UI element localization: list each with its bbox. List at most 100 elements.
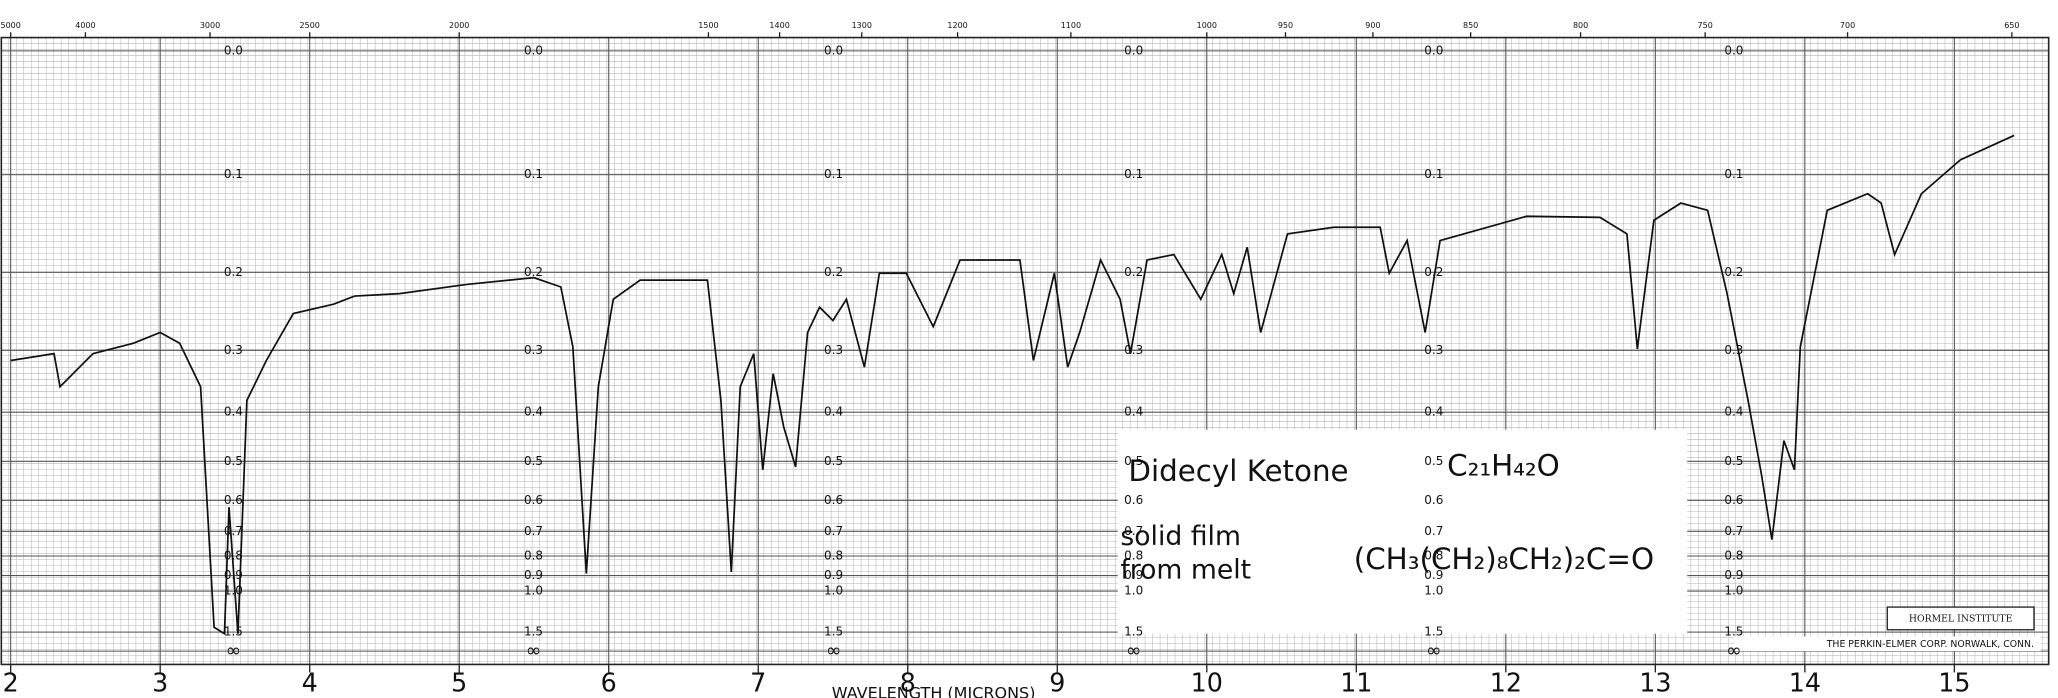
x-tick-label: 3 [152, 667, 168, 697]
y-tick-label: 0.2 [1724, 265, 1743, 279]
y-tick-label: 1.5 [224, 625, 243, 639]
y-tick-label: 0.1 [824, 167, 843, 181]
y-tick-label: 0.0 [824, 43, 843, 57]
y-tick-label: 0.1 [1724, 167, 1743, 181]
x2-tick-label: 950 [1278, 21, 1293, 30]
x-tick-label: 6 [601, 667, 617, 697]
y-tick-label: 0.5 [1424, 454, 1443, 468]
y-tick-label: 0.6 [224, 493, 243, 507]
y-tick-label: 0.4 [1124, 405, 1143, 419]
y-tick-label: 0.9 [224, 568, 243, 582]
formula: C₂₁H₄₂O [1447, 449, 1560, 483]
y-tick-label: 0.9 [524, 568, 543, 582]
y-tick-label: 0.4 [224, 405, 243, 419]
x-tick-label: 8 [900, 667, 916, 697]
y-tick-label: 0.5 [1124, 454, 1143, 468]
structure: (CH₃(CH₂)₈CH₂)₂C=O [1354, 542, 1654, 576]
marks [10, 134, 2015, 636]
y-tick-label: 0.0 [524, 43, 543, 57]
y-tick-label: 1.5 [1424, 625, 1443, 639]
y-tick-label: 0.7 [524, 524, 543, 538]
y-tick-label: 0.5 [824, 454, 843, 468]
y-tick-label: ∞ [226, 641, 242, 662]
x2-tick-label: 850 [1463, 21, 1478, 30]
x-tick-label: 2 [3, 667, 19, 697]
plot-frame [0, 36, 2050, 666]
y-tick-label: 1.5 [824, 625, 843, 639]
y-tick-label: 0.7 [1724, 524, 1743, 538]
y-tick-label: 0.3 [1724, 343, 1743, 357]
y-tick-label: 0.4 [1424, 405, 1443, 419]
y-tick-label: 0.0 [1424, 43, 1443, 57]
y-tick-label: 0.4 [524, 405, 543, 419]
y-tick-label: 1.0 [524, 584, 543, 598]
y-tick-label: 0.4 [824, 405, 843, 419]
y-tick-label: 0.7 [824, 524, 843, 538]
x-tick-label: 15 [1938, 667, 1970, 697]
y-tick-label: 0.3 [524, 343, 543, 357]
y-tick-label: 0.5 [224, 454, 243, 468]
sample-prep: from melt [1120, 555, 1251, 586]
x2-tick-label: 5000 [0, 21, 20, 30]
x2-tick-label: 900 [1365, 21, 1380, 30]
y-tick-label: 0.8 [824, 548, 843, 562]
x2-tick-label: 1100 [1061, 21, 1081, 30]
y-tick-label: 0.1 [1424, 167, 1443, 181]
y-tick-label: ∞ [1726, 641, 1742, 662]
y-tick-label: 0.2 [224, 265, 243, 279]
y-tick-label: 0.9 [1724, 568, 1743, 582]
x-axis-title: WAVELENGTH (MICRONS) [832, 683, 1036, 698]
y-tick-label: 0.2 [1124, 265, 1143, 279]
y-tick-label: 0.0 [1724, 43, 1743, 57]
y-tick-label: 0.9 [824, 568, 843, 582]
x-tick-label: 9 [1049, 667, 1065, 697]
y-tick-label: 0.6 [1424, 493, 1443, 507]
y-tick-label: 1.0 [824, 584, 843, 598]
y-tick-label: 0.9 [1124, 568, 1143, 582]
y-tick-label: 0.5 [524, 454, 543, 468]
y-tick-label: ∞ [826, 641, 842, 662]
x-tick-label: 13 [1639, 667, 1671, 697]
x2-tick-label: 800 [1573, 21, 1588, 30]
y-tick-label: 0.3 [1124, 343, 1143, 357]
y-tick-label: 1.0 [1724, 584, 1743, 598]
x-tick-label: 11 [1340, 667, 1372, 697]
x2-tick-label: 1400 [769, 21, 789, 30]
y-tick-label: ∞ [526, 641, 542, 662]
x2-tick-label: 750 [1698, 21, 1713, 30]
y-tick-label: 1.0 [1124, 584, 1143, 598]
y-tick-label: 0.2 [524, 265, 543, 279]
x2-tick-label: 4000 [75, 21, 95, 30]
y-tick-label: 0.9 [1424, 568, 1443, 582]
x2-tick-label: 650 [2004, 21, 2019, 30]
x2-tick-label: 1500 [698, 21, 718, 30]
y-tick-label: ∞ [1426, 641, 1442, 662]
y-tick-label: 1.0 [1424, 584, 1443, 598]
y-tick-label: 1.0 [224, 584, 243, 598]
x2-tick-label: 700 [1840, 21, 1855, 30]
x-tick-label: 5 [451, 667, 467, 697]
maker-box [1733, 636, 2041, 652]
y-tick-label: 0.1 [1124, 167, 1143, 181]
y-tick-label: 0.6 [1724, 493, 1743, 507]
compound-name: Didecyl Ketone [1128, 454, 1348, 488]
y-tick-label: 0.0 [1124, 43, 1143, 57]
y-tick-label: 1.5 [524, 625, 543, 639]
y-tick-label: 1.5 [1124, 625, 1143, 639]
x2-tick-label: 3000 [200, 21, 220, 30]
y-tick-label: 0.1 [524, 167, 543, 181]
y-tick-label: 0.1 [224, 167, 243, 181]
spectrum-line [10, 134, 2015, 636]
x2-tick-label: 2500 [300, 21, 320, 30]
x-tick-label: 7 [750, 667, 766, 697]
y-tick-label: 0.6 [824, 493, 843, 507]
x-tick-label: 4 [302, 667, 318, 697]
x2-tick-label: 1000 [1197, 21, 1217, 30]
sample-prep: solid film [1120, 521, 1241, 552]
y-tick-label: 1.5 [1724, 625, 1743, 639]
y-tick-label: 0.3 [1424, 343, 1443, 357]
y-tick-label: 0.2 [1424, 265, 1443, 279]
x2-tick-label: 1300 [852, 21, 872, 30]
y-tick-label: 0.6 [524, 493, 543, 507]
